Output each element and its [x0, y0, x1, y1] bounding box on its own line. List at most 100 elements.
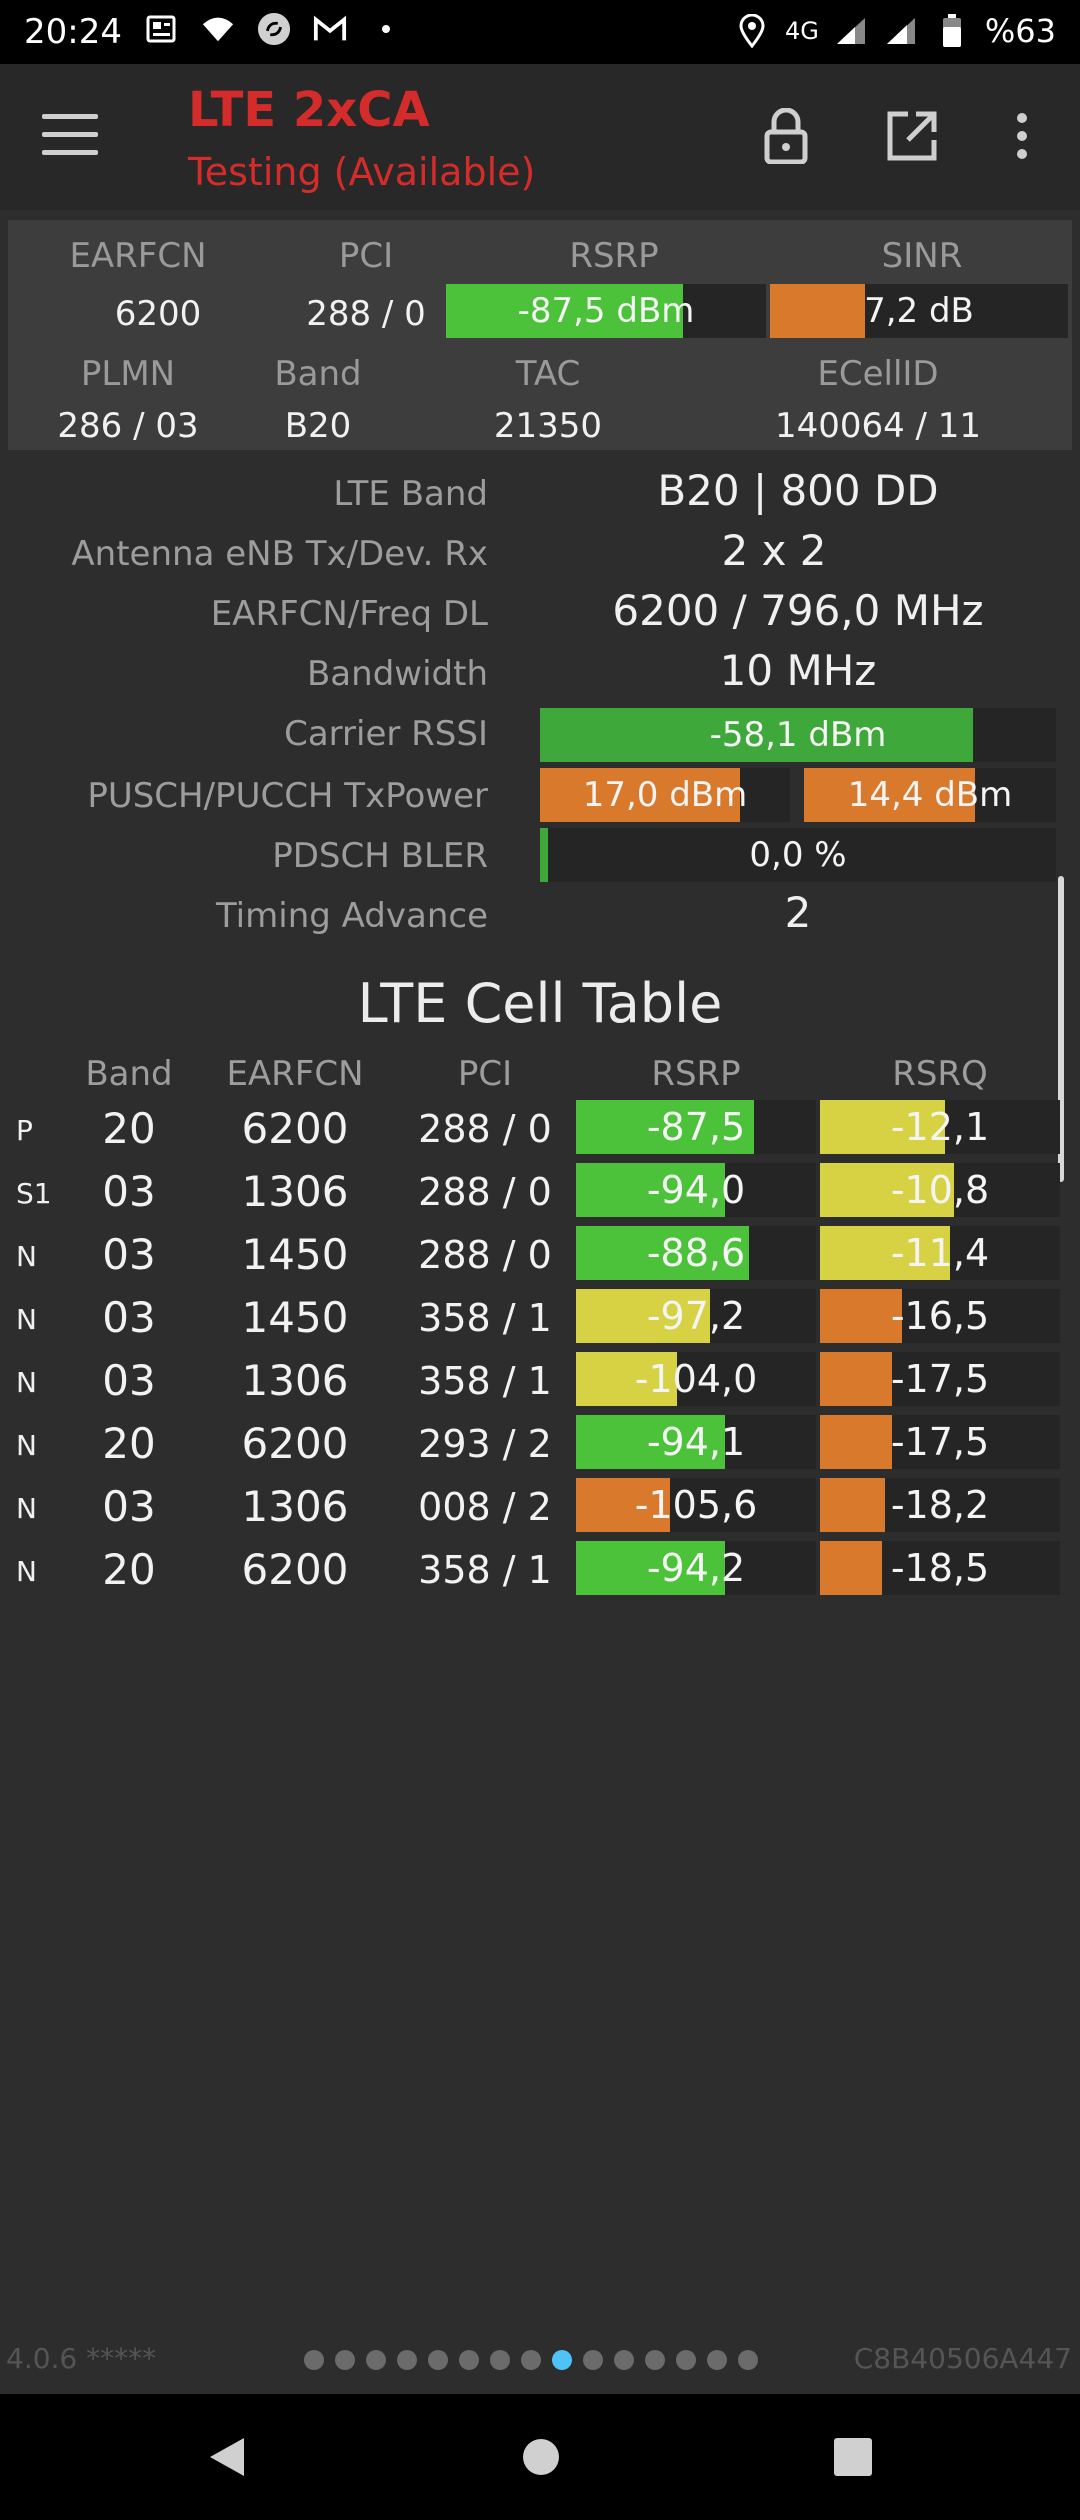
- timing-advance-value: 2: [784, 888, 812, 937]
- cell-band: 20: [102, 1104, 156, 1153]
- page-dot[interactable]: [676, 2350, 696, 2370]
- page-dot[interactable]: [521, 2350, 541, 2370]
- page-dot[interactable]: [428, 2350, 448, 2370]
- cell-band: 03: [102, 1356, 156, 1405]
- device-id-label: C8B40506A447: [853, 2342, 1072, 2375]
- header-earfcn: EARFCN: [69, 236, 207, 276]
- cell-band: 03: [102, 1230, 156, 1279]
- home-icon[interactable]: [516, 2432, 566, 2482]
- location-icon: [735, 14, 769, 48]
- earfcn-value: 6200: [114, 294, 202, 334]
- page-dot[interactable]: [459, 2350, 479, 2370]
- dot-icon: [369, 12, 403, 46]
- menu-icon[interactable]: [42, 114, 98, 158]
- cell-rsrq-label: -17,5: [890, 1357, 990, 1401]
- gmail-icon: [313, 12, 347, 46]
- sync-icon: [257, 12, 291, 46]
- row-type: P: [16, 1114, 33, 1147]
- row-type: N: [16, 1240, 37, 1273]
- rssi-bar-label: -58,1 dBm: [709, 715, 887, 755]
- antenna-value: 2 x 2: [721, 526, 827, 575]
- page-dot[interactable]: [614, 2350, 634, 2370]
- rsrp-bar: -87,5 dBm: [446, 284, 766, 338]
- battery-icon: [935, 14, 969, 48]
- page-dot[interactable]: [645, 2350, 665, 2370]
- cell-rsrq-fill: [820, 1163, 955, 1217]
- row-type: S1: [16, 1177, 52, 1210]
- col-rsrq: RSRQ: [892, 1054, 988, 1094]
- cell-pci: 358 / 1: [418, 1296, 552, 1340]
- scrollbar[interactable]: [1058, 876, 1064, 1182]
- page-indicator[interactable]: [304, 2350, 758, 2370]
- cell-rsrq-fill: [820, 1289, 902, 1343]
- cell-pci: 358 / 1: [418, 1548, 552, 1592]
- cell-rsrq-label: -18,2: [890, 1483, 990, 1527]
- cell-rsrp-bar: -94,0: [576, 1163, 816, 1217]
- cell-rsrq-fill: [820, 1226, 950, 1280]
- cell-rsrq-label: -10,8: [890, 1168, 990, 1212]
- page-dot[interactable]: [397, 2350, 417, 2370]
- row-type: N: [16, 1555, 37, 1588]
- cell-rsrq-fill: [820, 1100, 945, 1154]
- lock-icon[interactable]: [754, 104, 818, 168]
- cell-rsrq-label: -11,4: [890, 1231, 990, 1275]
- cell-pci: 288 / 0: [418, 1170, 552, 1214]
- cell-band: 03: [102, 1293, 156, 1342]
- plmn-value: 286 / 03: [57, 406, 199, 446]
- pusch-bar-label: 17,0 dBm: [582, 775, 748, 815]
- page-dot[interactable]: [490, 2350, 510, 2370]
- earfcn-freq-label: EARFCN/Freq DL: [210, 594, 488, 634]
- cell-rsrq-fill: [820, 1415, 892, 1469]
- cell-earfcn: 1306: [241, 1482, 349, 1531]
- cell-rsrq-bar: -17,5: [820, 1415, 1060, 1469]
- bler-bar-fill: [540, 828, 548, 882]
- rsrp-bar-fill: [446, 284, 683, 338]
- ecellid-value: 140064 / 11: [774, 406, 982, 446]
- more-vert-icon[interactable]: [990, 104, 1054, 168]
- cell-band: 03: [102, 1167, 156, 1216]
- cell-rsrq-bar: -10,8: [820, 1163, 1060, 1217]
- cell-rsrp-bar: -104,0: [576, 1352, 816, 1406]
- cell-rsrp-bar: -94,1: [576, 1415, 816, 1469]
- cell-rsrq-bar: -16,5: [820, 1289, 1060, 1343]
- bandwidth-value: 10 MHz: [719, 646, 877, 695]
- page-dot[interactable]: [552, 2350, 572, 2370]
- cell-earfcn: 1306: [241, 1167, 349, 1216]
- bler-label: PDSCH BLER: [272, 836, 488, 876]
- news-icon: [145, 12, 179, 46]
- page-dot[interactable]: [366, 2350, 386, 2370]
- open-external-icon[interactable]: [880, 104, 944, 168]
- page-dot[interactable]: [707, 2350, 727, 2370]
- status-time: 20:24: [24, 12, 122, 52]
- navigation-bar: [0, 2394, 1080, 2520]
- cell-rsrp-fill: [576, 1352, 677, 1406]
- cell-pci: 293 / 2: [418, 1422, 552, 1466]
- header-sinr: SINR: [881, 236, 963, 276]
- back-icon[interactable]: [202, 2432, 252, 2482]
- earfcn-freq-value: 6200 / 796,0 MHz: [612, 586, 984, 635]
- row-type: N: [16, 1492, 37, 1525]
- page-dot[interactable]: [335, 2350, 355, 2370]
- cell-rsrq-label: -16,5: [890, 1294, 990, 1338]
- cell-pci: 008 / 2: [418, 1485, 552, 1529]
- cell-rsrq-bar: -18,5: [820, 1541, 1060, 1595]
- sinr-bar: 7,2 dB: [770, 284, 1068, 338]
- page-dot[interactable]: [583, 2350, 603, 2370]
- app-subtitle: Testing (Available): [188, 150, 536, 194]
- cell-rsrp-fill: [576, 1289, 711, 1343]
- page-dot[interactable]: [738, 2350, 758, 2370]
- cell-rsrp-label: -94,1: [646, 1420, 746, 1464]
- cell-rsrq-label: -12,1: [890, 1105, 990, 1149]
- cell-rsrp-label: -94,0: [646, 1168, 746, 1212]
- cell-rsrp-bar: -97,2: [576, 1289, 816, 1343]
- bler-bar-label: 0,0 %: [749, 835, 847, 875]
- band-value: B20: [284, 406, 352, 446]
- page-dot[interactable]: [304, 2350, 324, 2370]
- recents-icon[interactable]: [828, 2432, 878, 2482]
- pusch-bar-fill: [540, 768, 740, 822]
- wifi-icon: [201, 12, 235, 46]
- header-tac: TAC: [515, 354, 581, 394]
- cell-pci: 288 / 0: [418, 1233, 552, 1277]
- battery-level: %63: [984, 12, 1056, 50]
- cell-rsrq-fill: [820, 1478, 885, 1532]
